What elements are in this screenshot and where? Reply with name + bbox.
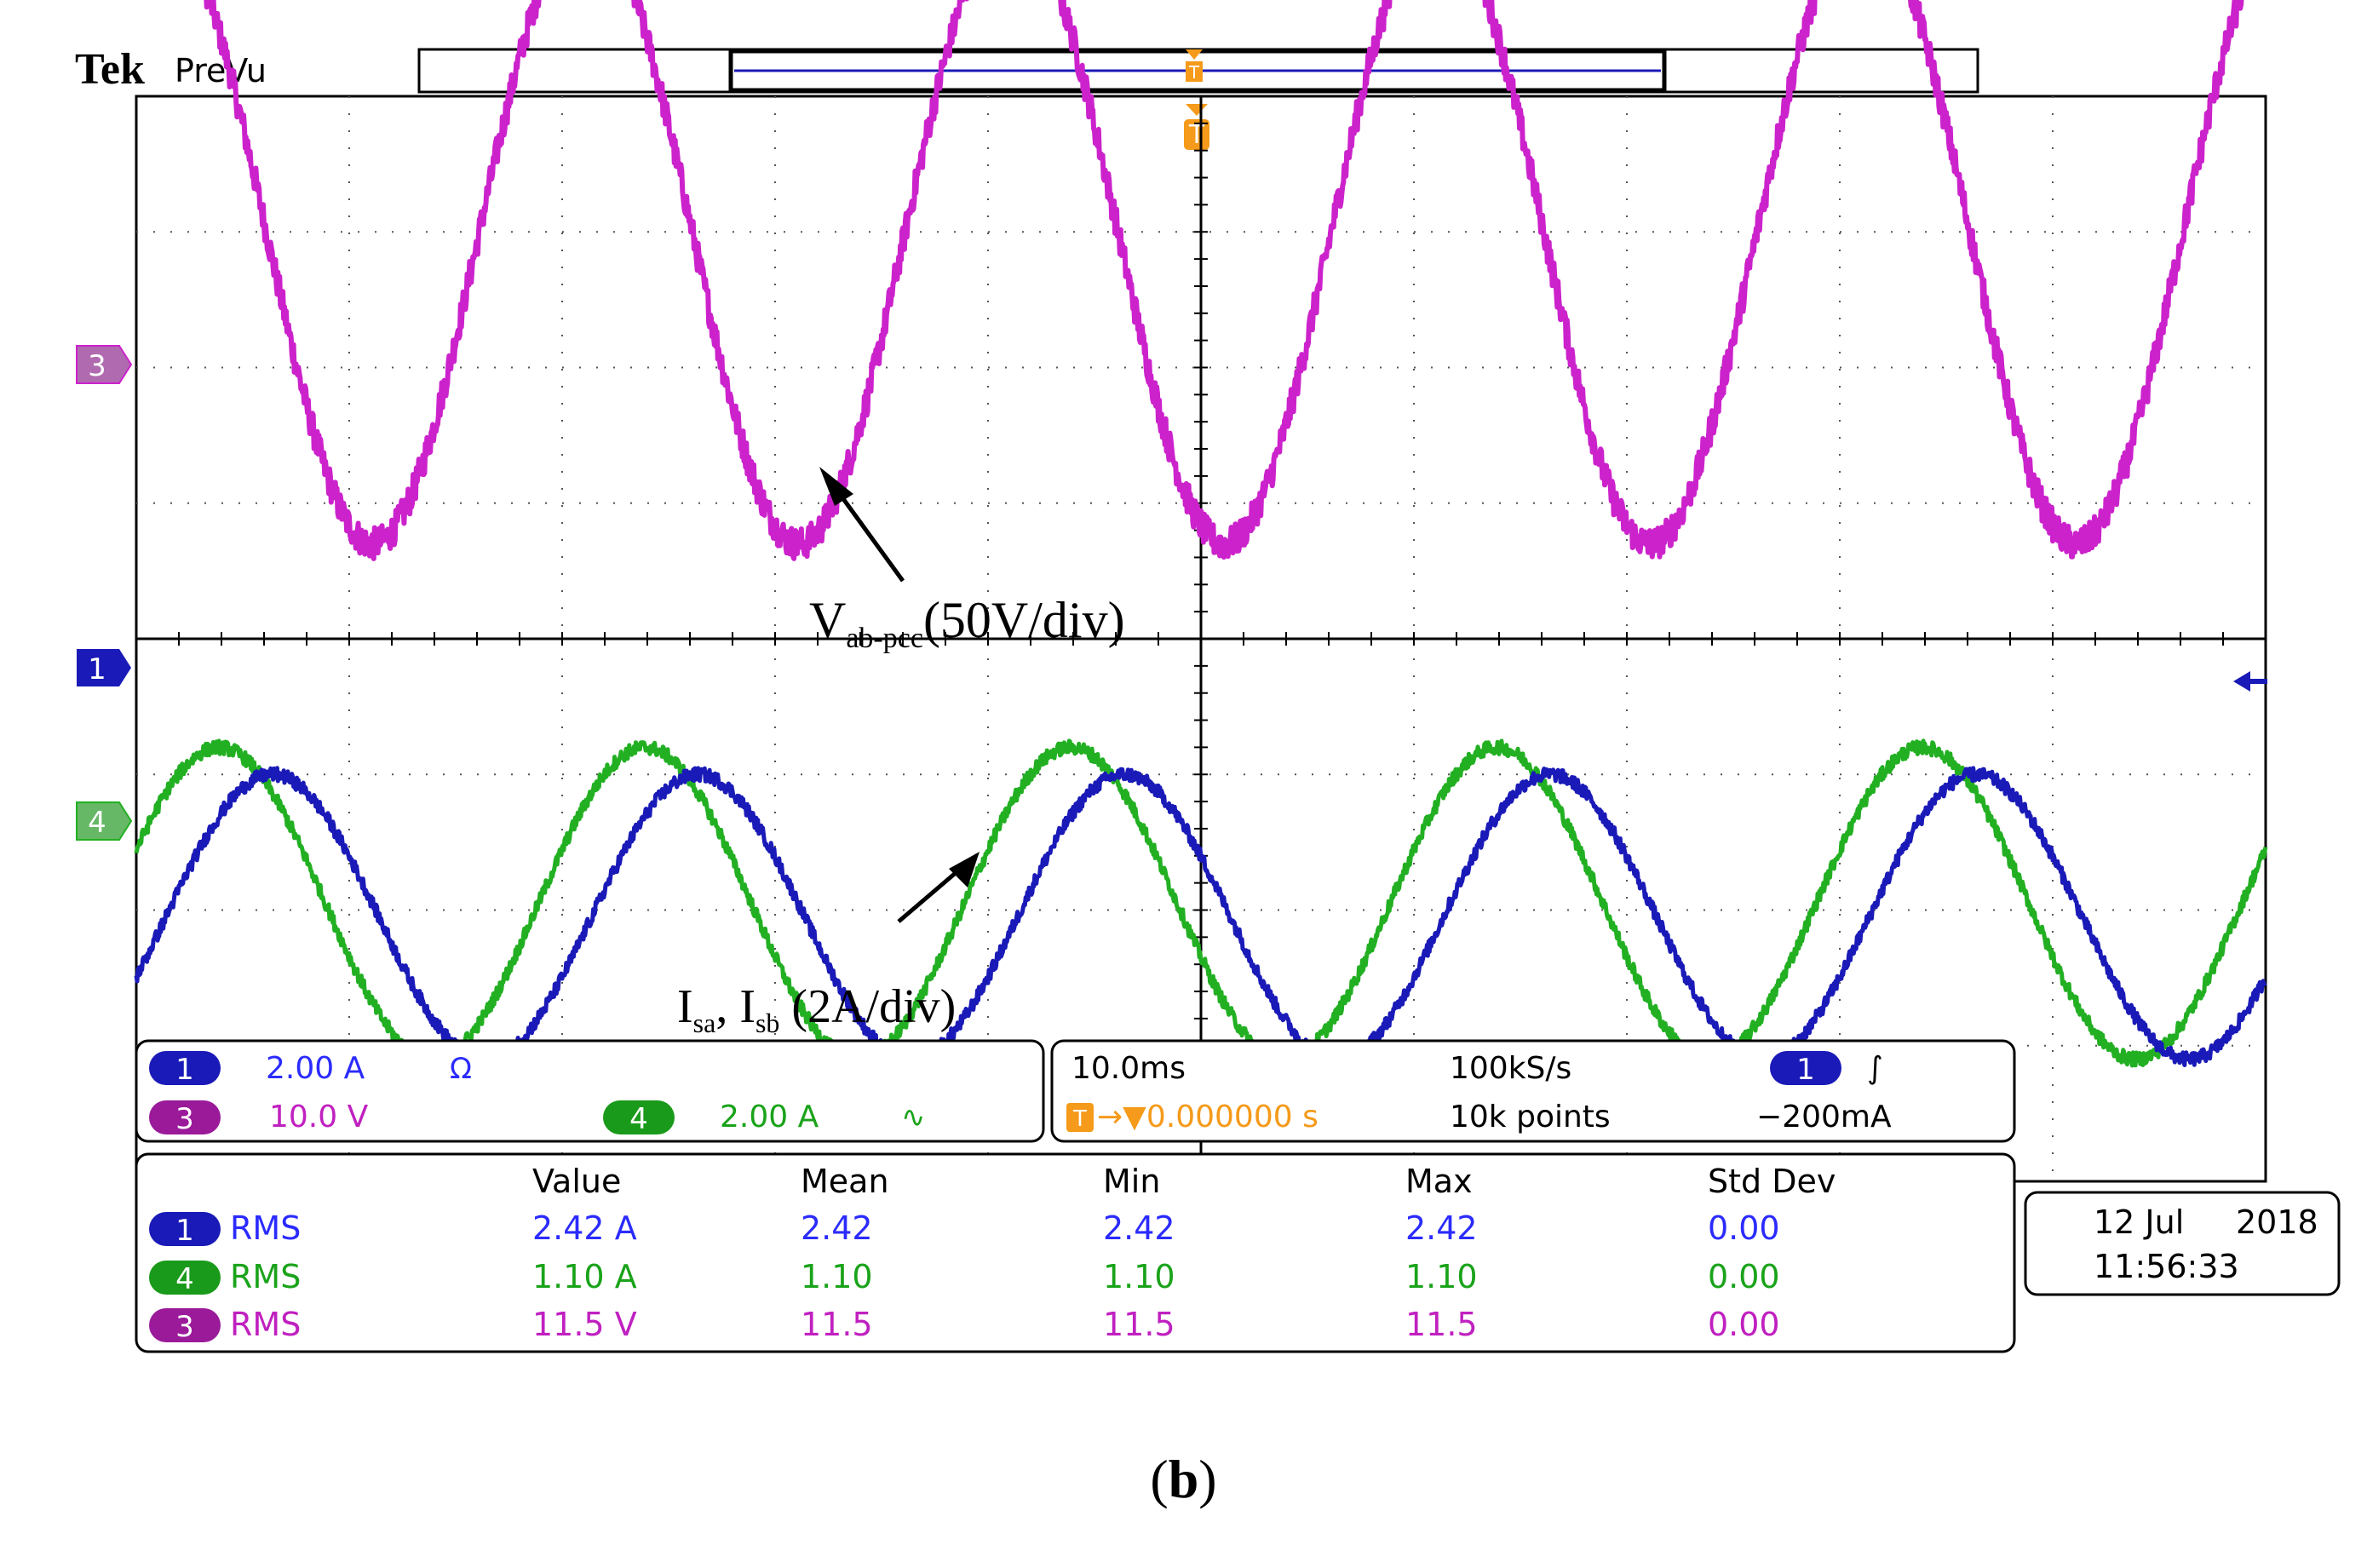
ch3-marker-label: 3	[88, 349, 106, 383]
measurement-cell: 1.10 A	[532, 1258, 637, 1295]
measurement-cell: 11.5	[1405, 1306, 1478, 1343]
year-label: 2018	[2236, 1203, 2318, 1241]
channel-settings-box[interactable]: 1 2.00 A Ω 3 10.0 V 4 2.00 A ∿	[135, 1039, 1045, 1143]
measurement-channel-badge	[149, 1261, 221, 1295]
ch1-marker-label: 1	[88, 652, 106, 686]
sample-rate: 100kS/s	[1450, 1051, 1571, 1086]
datetime-box: 12 Jul 2018 11:56:33	[2024, 1191, 2341, 1296]
measurement-cell: 11.5 V	[532, 1306, 637, 1343]
measurement-header: Min	[1103, 1163, 1160, 1200]
ch4-marker[interactable]: 4	[76, 801, 133, 841]
caption-letter: b	[1168, 1449, 1199, 1509]
measurement-header: Mean	[801, 1163, 889, 1200]
measurement-row: 1 RMS 2.42 A 2.42 2.42 2.42 0.00	[149, 1209, 1780, 1248]
trigger-slope-icon: ∫	[1867, 1051, 1883, 1086]
ch1-marker[interactable]: 1	[77, 649, 131, 686]
ch1-coupling-icon: Ω	[450, 1052, 472, 1086]
measurement-channel-badge	[149, 1212, 221, 1246]
measurement-row: 3 RMS 11.5 V 11.5 11.5 11.5 0.00	[149, 1306, 1780, 1344]
figure-caption: (b)	[1150, 1449, 1217, 1509]
ch4-marker-label: 4	[88, 806, 106, 840]
mode-label: PreVu	[175, 52, 267, 89]
measurement-cell: 11.5	[801, 1306, 873, 1343]
current-annotation: Isa, Isb (2A/div)	[677, 980, 956, 1038]
ch4-scale: 2.00 A	[720, 1100, 819, 1134]
svg-text:1: 1	[175, 1053, 194, 1087]
svg-text:T: T	[1072, 1106, 1087, 1132]
trigger-marker-overview: T	[1186, 49, 1203, 83]
voltage-annotation: Vab-pcc(50V/div)	[809, 592, 1125, 654]
date-label: 12 Jul	[2094, 1203, 2184, 1241]
measurement-header: Value	[532, 1163, 621, 1200]
ch4-coupling-icon: ∿	[901, 1100, 926, 1134]
measurement-cell: 2.42	[1405, 1209, 1478, 1247]
position-t-icon: T	[1066, 1103, 1094, 1132]
graticule	[135, 95, 2267, 1183]
svg-text:3: 3	[175, 1102, 194, 1136]
timebase-box[interactable]: 10.0ms 100kS/s 1 ∫ T →▼0.000000 s 10k po…	[1050, 1039, 2016, 1143]
measurement-cell: 1.10	[1103, 1258, 1175, 1295]
measurement-cell: 2.42	[1103, 1209, 1175, 1247]
trigger-channel-badge: 1	[1770, 1051, 1841, 1087]
measurement-channel-badge	[149, 1308, 221, 1342]
waveform-ch4	[134, 738, 2268, 1068]
measurement-cell: 11.5	[1103, 1306, 1175, 1343]
time-label: 11:56:33	[2094, 1248, 2239, 1285]
horizontal-position: →▼0.000000 s	[1097, 1100, 1319, 1134]
ch3-badge: 3	[149, 1100, 221, 1136]
measurement-cell: 1.10	[801, 1258, 873, 1295]
ch4-badge: 4	[603, 1100, 675, 1136]
measurement-cell: 0.00	[1708, 1306, 1780, 1343]
measurement-header: Max	[1405, 1163, 1473, 1200]
measurement-header: Std Dev	[1708, 1163, 1836, 1200]
ch3-marker[interactable]: 3	[76, 345, 133, 384]
svg-text:1: 1	[1796, 1053, 1815, 1087]
measurement-row: 4 RMS 1.10 A 1.10 1.10 1.10 0.00	[149, 1258, 1780, 1296]
svg-text:4: 4	[629, 1102, 648, 1136]
waveform-ch3	[204, 0, 2244, 561]
trigger-marker[interactable]: T	[1184, 104, 1209, 150]
trigger-level: −200mA	[1756, 1100, 1892, 1134]
record-overview-bar[interactable]	[417, 48, 1979, 94]
ch3-scale: 10.0 V	[269, 1100, 369, 1134]
measurement-cell: RMS	[230, 1258, 301, 1295]
measurement-channel-label: 4	[175, 1262, 194, 1296]
measurement-table: Value Mean Min Max Std Dev 1 RMS 2.42 A 2.42 2.42…	[135, 1152, 2016, 1353]
trigger-marker-label: T	[1188, 120, 1205, 150]
voltage-arrow	[819, 467, 905, 583]
brand-label: Tek	[75, 45, 145, 94]
measurement-cell: 2.42 A	[532, 1209, 637, 1247]
measurement-channel-label: 3	[175, 1310, 194, 1344]
trigger-level-marker[interactable]	[2233, 671, 2267, 692]
time-per-div: 10.0ms	[1071, 1051, 1186, 1086]
ch1-badge: 1	[149, 1051, 221, 1087]
measurement-cell: RMS	[230, 1306, 301, 1343]
trigger-marker-overview-label: T	[1188, 62, 1200, 83]
measurement-cell: 0.00	[1708, 1258, 1780, 1295]
measurement-cell: 2.42	[801, 1209, 873, 1247]
ch1-scale: 2.00 A	[266, 1051, 365, 1086]
measurement-channel-label: 1	[175, 1214, 194, 1248]
record-length: 10k points	[1450, 1100, 1611, 1134]
measurement-cell: 1.10	[1405, 1258, 1478, 1295]
measurement-cell: 0.00	[1708, 1209, 1780, 1247]
measurement-cell: RMS	[230, 1209, 301, 1247]
current-arrow	[897, 852, 980, 923]
